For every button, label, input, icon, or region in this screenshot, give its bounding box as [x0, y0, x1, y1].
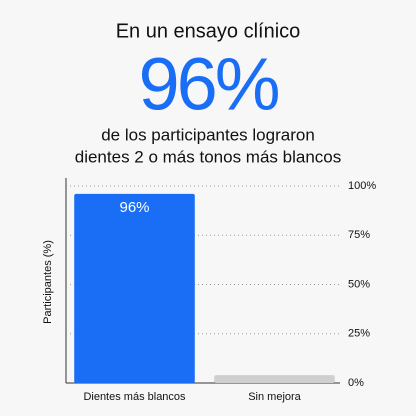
x-tick-label: Sin mejora — [248, 391, 301, 403]
headline-title: En un ensayo clínico — [116, 20, 301, 42]
y-tick-label: 100% — [348, 180, 376, 192]
bar — [74, 193, 195, 383]
headline-big: 96% — [138, 43, 278, 126]
y-tick-label: 0% — [348, 377, 364, 389]
y-tick-label: 75% — [348, 229, 370, 241]
value-label: 96% — [119, 199, 149, 216]
y-axis-label: Participantes (%) — [42, 240, 54, 324]
y-tick-label: 50% — [348, 278, 370, 290]
bar — [214, 375, 335, 383]
x-tick-label: Dientes más blancos — [83, 391, 186, 403]
y-tick-label: 25% — [348, 328, 370, 340]
headline-subtitle: de los participantes lograron — [101, 125, 315, 144]
headline-subtitle: dientes 2 o más tonos más blancos — [75, 147, 341, 166]
